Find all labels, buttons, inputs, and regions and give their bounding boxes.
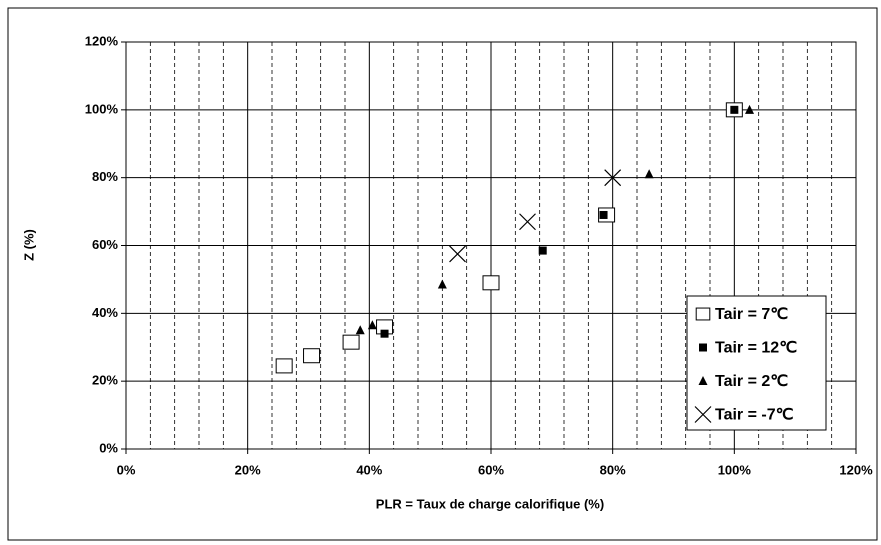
y-tick-label: 40% xyxy=(92,305,118,320)
x-tick-label: 80% xyxy=(600,462,626,477)
marker xyxy=(538,246,547,255)
marker xyxy=(745,104,755,114)
legend-label: Tair = 2℃ xyxy=(715,373,788,390)
x-tick-label: 0% xyxy=(117,462,136,477)
marker xyxy=(644,169,654,179)
x-tick-label: 120% xyxy=(839,462,873,477)
plot-border xyxy=(125,41,857,450)
x-tick-label: 20% xyxy=(235,462,261,477)
y-axis-label: Z (%) xyxy=(21,229,36,261)
marker xyxy=(604,169,622,187)
legend-label: Tair = 12℃ xyxy=(715,340,797,357)
marker xyxy=(519,213,536,231)
x-tick-label: 40% xyxy=(356,462,382,477)
y-tick-label: 120% xyxy=(85,33,119,48)
marker xyxy=(303,348,321,364)
marker xyxy=(380,329,389,338)
legend-marker xyxy=(695,307,711,321)
x-tick-label: 100% xyxy=(718,462,752,477)
marker xyxy=(599,210,608,219)
legend-marker xyxy=(694,406,712,423)
y-tick-label: 60% xyxy=(92,237,118,252)
marker xyxy=(730,105,739,114)
marker xyxy=(449,245,466,263)
marker xyxy=(367,320,377,330)
marker xyxy=(275,358,293,374)
y-tick-label: 100% xyxy=(85,101,119,116)
marker xyxy=(342,334,360,350)
x-axis-label: PLR = Taux de charge calorifique (%) xyxy=(376,496,604,511)
legend-marker xyxy=(698,376,708,385)
marker xyxy=(482,275,500,291)
marker xyxy=(355,325,365,335)
legend-label: Tair = -7℃ xyxy=(715,407,794,424)
legend-label: Tair = 7℃ xyxy=(715,306,788,323)
y-tick-label: 80% xyxy=(92,169,118,184)
marker xyxy=(437,279,447,289)
legend-marker xyxy=(699,343,707,352)
x-tick-label: 60% xyxy=(478,462,504,477)
y-tick-label: 0% xyxy=(99,440,118,455)
y-tick-label: 20% xyxy=(92,373,118,388)
